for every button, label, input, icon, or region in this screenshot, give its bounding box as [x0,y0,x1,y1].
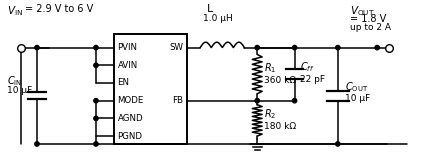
Text: $V_{\mathsf{IN}}$: $V_{\mathsf{IN}}$ [8,4,24,18]
Text: FB: FB [173,96,184,105]
Circle shape [292,45,297,50]
Circle shape [255,99,260,103]
Circle shape [35,45,39,50]
Text: PGND: PGND [118,132,143,141]
Text: $C_{\mathit{ff}}$: $C_{\mathit{ff}}$ [300,60,315,74]
Text: $C_{\mathsf{OUT}}$: $C_{\mathsf{OUT}}$ [345,80,368,94]
Text: PVIN: PVIN [118,43,138,52]
Circle shape [35,142,39,146]
Text: = 2.9 V to 6 V: = 2.9 V to 6 V [25,4,93,14]
Text: 10 μF: 10 μF [345,94,370,103]
Text: EN: EN [118,79,130,87]
Circle shape [94,116,98,121]
Text: AVIN: AVIN [118,61,138,70]
Circle shape [335,45,340,50]
Text: AGND: AGND [118,114,143,123]
Text: 180 kΩ: 180 kΩ [264,122,296,131]
Text: $R_1$: $R_1$ [264,61,276,75]
Circle shape [255,45,260,50]
Circle shape [375,45,379,50]
Text: = 1.8 V: = 1.8 V [349,14,386,24]
Text: $R_2$: $R_2$ [264,108,276,121]
Text: $C_{\mathsf{IN}}$: $C_{\mathsf{IN}}$ [8,74,23,88]
Text: 22 pF: 22 pF [300,75,325,83]
Circle shape [292,99,297,103]
Text: 1.0 μH: 1.0 μH [203,14,233,23]
Circle shape [94,99,98,103]
Text: L: L [207,4,213,14]
Text: MODE: MODE [118,96,144,105]
Text: $V_{\mathsf{OUT}}$: $V_{\mathsf{OUT}}$ [349,4,374,18]
Circle shape [94,45,98,50]
Circle shape [335,142,340,146]
Text: up to 2 A: up to 2 A [349,23,391,32]
Circle shape [94,142,98,146]
Text: SW: SW [170,43,184,52]
Text: 360 kΩ: 360 kΩ [264,76,296,84]
Text: 10 μF: 10 μF [8,86,33,95]
Bar [114,34,187,144]
Circle shape [94,63,98,67]
